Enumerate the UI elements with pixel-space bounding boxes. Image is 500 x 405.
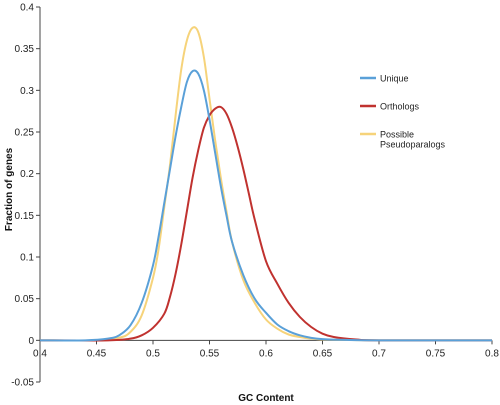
x-axis-title: GC Content bbox=[238, 393, 294, 404]
x-tick-label: 0.6 bbox=[259, 348, 273, 359]
legend-label: Orthologs bbox=[380, 102, 420, 112]
x-tick-label: 0.45 bbox=[87, 348, 107, 359]
y-tick-label: 0 bbox=[28, 336, 34, 347]
axes: -0.05 0 0.05 0.1 0.15 0.2 0.25 0.3 0.35 0.4 0.4 0.4… bbox=[11, 3, 499, 389]
y-tick-label: 0.35 bbox=[15, 44, 35, 55]
y-tick-label: 0.4 bbox=[20, 3, 34, 14]
series-line-unique bbox=[39, 69, 493, 342]
series-lines bbox=[39, 26, 493, 342]
x-tick-label: 0.65 bbox=[313, 348, 333, 359]
y-tick-label: 0.2 bbox=[20, 169, 34, 180]
y-axis-title: Fraction of genes bbox=[4, 147, 15, 231]
legend: Unique Orthologs Possible Pseudoparalogs bbox=[360, 74, 446, 150]
legend-label: Possible Pseudoparalogs bbox=[380, 130, 446, 150]
legend-label: Unique bbox=[380, 74, 409, 84]
x-tick-label: 0.75 bbox=[426, 348, 446, 359]
y-tick-label: 0.15 bbox=[15, 211, 35, 222]
y-tick-label: -0.05 bbox=[11, 378, 34, 389]
series-line-orthologs bbox=[39, 105, 493, 342]
x-tick-label: 0.5 bbox=[146, 348, 160, 359]
x-tick-label: 0.55 bbox=[200, 348, 220, 359]
x-tick-label: 0.8 bbox=[485, 348, 499, 359]
y-tick-label: 0.1 bbox=[20, 253, 34, 264]
x-tick-label: 0.7 bbox=[372, 348, 386, 359]
series-line-possible-pseudoparalogs bbox=[39, 26, 493, 342]
y-tick-label: 0.05 bbox=[15, 294, 35, 305]
y-tick-label: 0.3 bbox=[20, 86, 34, 97]
y-tick-label: 0.25 bbox=[15, 128, 35, 139]
x-tick-label: 0.4 bbox=[33, 348, 47, 359]
